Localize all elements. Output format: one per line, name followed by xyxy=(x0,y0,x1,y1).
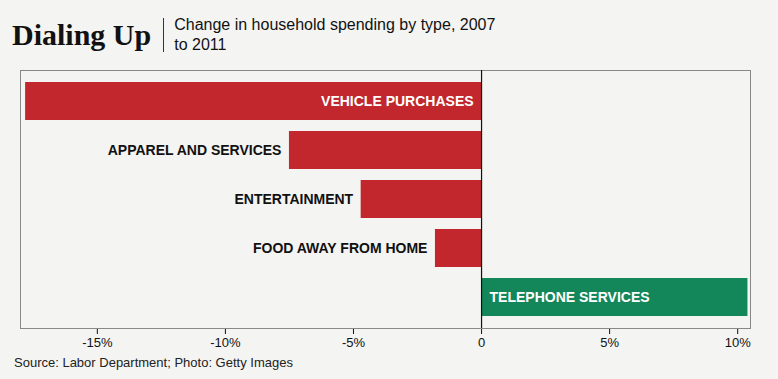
svg-text:5%: 5% xyxy=(600,335,619,350)
svg-text:-5%: -5% xyxy=(342,335,366,350)
svg-text:ENTERTAINMENT: ENTERTAINMENT xyxy=(234,191,353,207)
svg-text:APPAREL AND SERVICES: APPAREL AND SERVICES xyxy=(108,142,282,158)
svg-text:VEHICLE PURCHASES: VEHICLE PURCHASES xyxy=(321,93,473,109)
html-text:Dialing Up: Dialing Up xyxy=(12,18,152,51)
svg-text:-10%: -10% xyxy=(210,335,241,350)
svg-text:-15%: -15% xyxy=(82,335,113,350)
html-text:Change in household spending b: Change in household spending by type, 20… xyxy=(174,16,496,53)
svg-text:10%: 10% xyxy=(725,335,751,350)
svg-text:TELEPHONE SERVICES: TELEPHONE SERVICES xyxy=(490,289,650,305)
html-text:Source: Labor Department; Phot: Source: Labor Department; Photo: Getty I… xyxy=(14,355,293,370)
svg-text:0: 0 xyxy=(478,335,485,350)
svg-text:FOOD AWAY FROM HOME: FOOD AWAY FROM HOME xyxy=(253,240,428,256)
